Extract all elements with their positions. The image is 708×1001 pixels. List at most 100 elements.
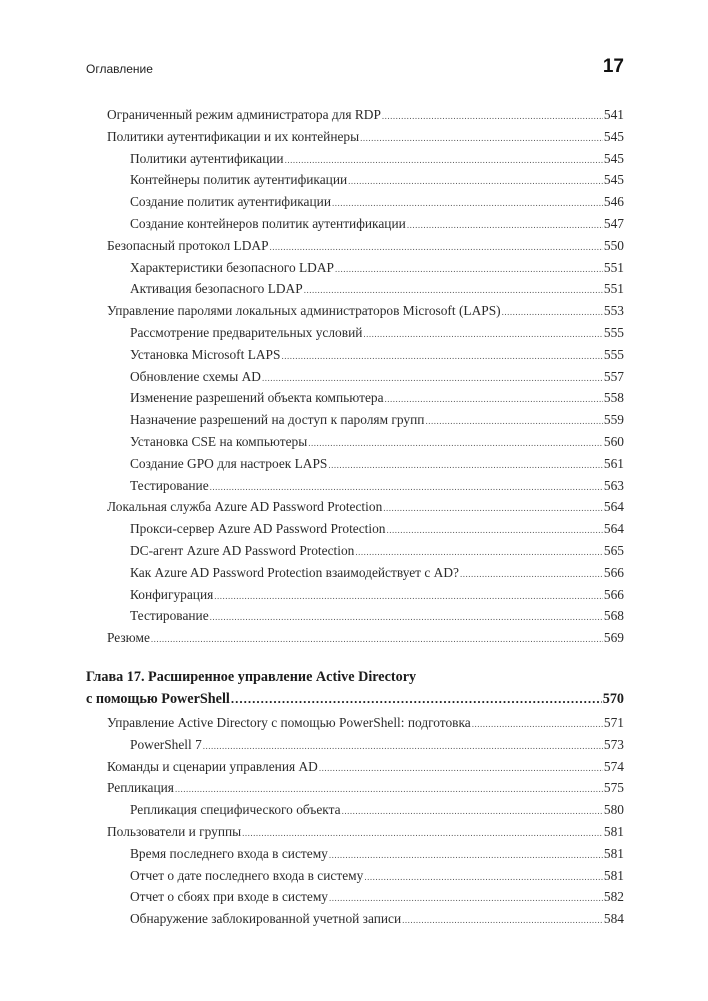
toc-entry-title: Прокси-сервер Azure AD Password Protecti… xyxy=(130,521,386,537)
toc-entry[interactable]: Назначение разрешений на доступ к пароля… xyxy=(86,409,624,431)
toc-entry-title: Ограниченный режим администратора для RD… xyxy=(107,107,381,122)
toc-entry[interactable]: Резюме 569 xyxy=(86,627,624,649)
toc-entry-title: Тестирование xyxy=(130,608,209,624)
toc-entry-title: Характеристики безопасного LDAP xyxy=(130,259,334,275)
toc-entry[interactable]: Управление Active Directory с помощью Po… xyxy=(86,712,624,734)
dot-leader xyxy=(364,867,603,889)
toc-entry-page: 551 xyxy=(603,281,624,297)
toc-entry[interactable]: Время последнего входа в систему 581 xyxy=(86,843,624,865)
toc-entry-page: 550 xyxy=(603,237,624,253)
dot-leader xyxy=(214,586,603,608)
toc-entry[interactable]: Контейнеры политик аутентификации 545 xyxy=(86,169,624,191)
dot-leader xyxy=(304,280,603,302)
toc-entry-title: Конфигурация xyxy=(130,586,214,602)
toc-entry-title: PowerShell 7 xyxy=(130,736,202,752)
toc-entry[interactable]: Политики аутентификации и их контейнеры 5… xyxy=(86,126,624,148)
toc-entry-page: 558 xyxy=(603,390,624,406)
toc-entry-page: 584 xyxy=(603,911,624,927)
toc-entry-title: Установка Microsoft LAPS xyxy=(130,346,281,362)
toc-entry-title: Локальная служба Azure AD Password Prote… xyxy=(107,499,383,515)
dot-leader xyxy=(342,801,603,823)
toc-entry[interactable]: Конфигурация 566 xyxy=(86,584,624,606)
toc-entry-page: 564 xyxy=(603,499,624,515)
table-of-contents: Ограниченный режим администратора для RD… xyxy=(86,104,624,930)
toc-entry-page: 568 xyxy=(603,608,624,624)
toc-entry[interactable]: Как Azure AD Password Protection взаимод… xyxy=(86,562,624,584)
dot-leader xyxy=(308,433,603,455)
toc-entry-title: Репликация xyxy=(107,780,174,796)
toc-entry-page: 566 xyxy=(603,586,624,602)
toc-entry-page: 559 xyxy=(603,412,624,428)
toc-entry[interactable]: Тестирование 568 xyxy=(86,605,624,627)
toc-entry[interactable]: Репликация 575 xyxy=(86,777,624,799)
toc-entry-title: Обнаружение заблокированной учетной запи… xyxy=(130,911,402,927)
toc-entry-title: Изменение разрешений объекта компьютера xyxy=(130,390,384,406)
toc-entry-title: Обновление схемы AD xyxy=(130,368,261,384)
toc-entry-title: Контейнеры политик аутентификации xyxy=(130,172,348,188)
toc-entry[interactable]: DC-агент Azure AD Password Protection 565 xyxy=(86,540,624,562)
dot-leader xyxy=(151,629,603,651)
toc-entry-page: 566 xyxy=(603,564,624,580)
toc-entry-page: 563 xyxy=(603,477,624,493)
dot-leader xyxy=(387,520,603,542)
dot-leader xyxy=(355,542,603,564)
toc-entry[interactable]: Тестирование 563 xyxy=(86,475,624,497)
toc-entry[interactable]: Изменение разрешений объекта компьютера 5… xyxy=(86,387,624,409)
dot-leader xyxy=(360,128,603,150)
dot-leader xyxy=(502,302,603,324)
toc-entry-page: 575 xyxy=(603,780,624,796)
toc-entry-title: Время последнего входа в систему xyxy=(130,845,328,861)
toc-entry[interactable]: Безопасный протокол LDAP 550 xyxy=(86,235,624,257)
toc-entry-page: 545 xyxy=(603,128,624,144)
toc-entry-page: 565 xyxy=(603,542,624,558)
dot-leader xyxy=(382,106,603,128)
dot-leader xyxy=(407,215,603,237)
toc-entry[interactable]: Управление паролями локальных администра… xyxy=(86,300,624,322)
dot-leader xyxy=(175,779,603,801)
dot-leader xyxy=(328,455,603,477)
toc-entry[interactable]: Локальная служба Azure AD Password Prote… xyxy=(86,496,624,518)
toc-entry[interactable]: Создание политик аутентификации 546 xyxy=(86,191,624,213)
toc-entry-title: Создание контейнеров политик аутентифика… xyxy=(130,215,406,231)
toc-entry[interactable]: Обнаружение заблокированной учетной запи… xyxy=(86,908,624,930)
toc-entry[interactable]: Установка Microsoft LAPS 555 xyxy=(86,344,624,366)
toc-entry[interactable]: Рассмотрение предварительных условий 555 xyxy=(86,322,624,344)
toc-entry[interactable]: Репликация специфического объекта 580 xyxy=(86,799,624,821)
toc-entry[interactable]: Создание GPO для настроек LAPS 561 xyxy=(86,453,624,475)
toc-entry-page: 573 xyxy=(603,736,624,752)
dot-leader xyxy=(262,368,603,390)
toc-entry-page: 582 xyxy=(603,889,624,905)
chapter-title-line1: Глава 17. Расширенное управление Active … xyxy=(86,668,417,685)
toc-entry-title: Безопасный протокол LDAP xyxy=(107,237,269,253)
toc-entry[interactable]: PowerShell 7 573 xyxy=(86,734,624,756)
toc-entry-page: 545 xyxy=(603,150,624,166)
chapter-heading[interactable]: Глава 17. Расширенное управление Active … xyxy=(86,666,624,710)
toc-entry-page: 574 xyxy=(603,758,624,774)
toc-entry-title: Отчет о сбоях при входе в систему xyxy=(130,889,328,905)
toc-entry-title: DC-агент Azure AD Password Protection xyxy=(130,542,355,558)
dot-leader xyxy=(242,823,603,845)
toc-entry-title: Рассмотрение предварительных условий xyxy=(130,324,363,340)
toc-entry-page: 581 xyxy=(603,867,624,883)
toc-entry-title: Тестирование xyxy=(130,477,209,493)
toc-entry[interactable]: Политики аутентификации 545 xyxy=(86,148,624,170)
toc-entry-title: Отчет о дате последнего входа в систему xyxy=(130,867,364,883)
toc-entry-title: Управление паролями локальных администра… xyxy=(107,303,501,319)
toc-entry[interactable]: Создание контейнеров политик аутентифика… xyxy=(86,213,624,235)
toc-entry-page: 555 xyxy=(603,324,624,340)
toc-entry[interactable]: Обновление схемы AD 557 xyxy=(86,366,624,388)
dot-leader xyxy=(210,477,603,499)
dot-leader xyxy=(332,193,603,215)
toc-entry[interactable]: Активация безопасного LDAP 551 xyxy=(86,278,624,300)
toc-entry[interactable]: Отчет о сбоях при входе в систему 582 xyxy=(86,886,624,908)
toc-entry[interactable]: Характеристики безопасного LDAP 551 xyxy=(86,257,624,279)
toc-entry[interactable]: Пользователи и группы 581 xyxy=(86,821,624,843)
toc-entry-title: Как Azure AD Password Protection взаимод… xyxy=(130,564,459,580)
toc-entry[interactable]: Ограниченный режим администратора для RD… xyxy=(86,104,624,126)
toc-entry[interactable]: Команды и сценарии управления AD 574 xyxy=(86,756,624,778)
chapter-page: 570 xyxy=(602,690,624,707)
dot-leader xyxy=(425,411,602,433)
toc-entry[interactable]: Прокси-сервер Azure AD Password Protecti… xyxy=(86,518,624,540)
toc-entry[interactable]: Отчет о дате последнего входа в систему 5… xyxy=(86,865,624,887)
toc-entry[interactable]: Установка CSE на компьютеры 560 xyxy=(86,431,624,453)
